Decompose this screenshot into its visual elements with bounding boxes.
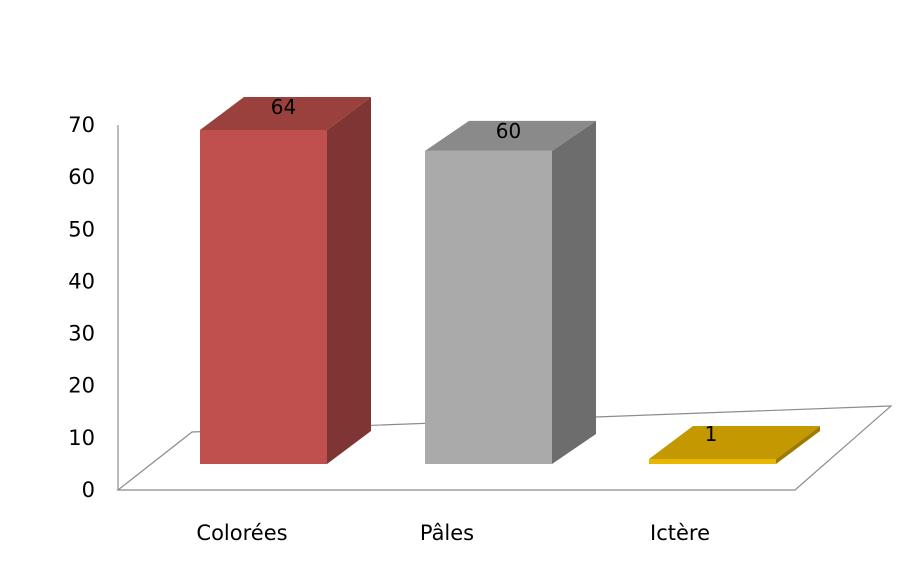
bars [200, 97, 820, 464]
data-label: 60 [496, 119, 521, 143]
floor-plane [116, 405, 893, 491]
bar-front-face [425, 150, 552, 464]
bar-3 [649, 426, 820, 464]
y-tick-label: 40 [68, 269, 95, 293]
y-tick-label: 30 [68, 322, 95, 346]
y-tick-label: 10 [68, 426, 95, 450]
bar-top-face [425, 120, 596, 151]
x-axis-categories: Colorées Pâles Ictère [196, 521, 710, 545]
bar-front-face [200, 130, 327, 464]
bar-side-face [552, 120, 596, 464]
bar-side-face [327, 97, 371, 464]
axes [116, 125, 893, 491]
y-tick-label: 60 [68, 165, 95, 189]
data-label: 64 [271, 95, 296, 119]
y-tick-label: 20 [68, 374, 95, 398]
y-axis-ticks: 0 10 20 30 40 50 60 70 [68, 113, 95, 502]
y-tick-label: 50 [68, 217, 95, 241]
data-label: 1 [705, 422, 718, 446]
y-tick-label: 0 [82, 478, 95, 502]
data-labels: 64 60 1 [271, 95, 718, 446]
x-category-label: Ictère [650, 521, 710, 545]
bar-2 [425, 120, 596, 464]
bar-top-face [200, 97, 371, 130]
bar-top-face [649, 426, 820, 459]
y-tick-label: 70 [68, 113, 95, 137]
bar-front-face [649, 459, 776, 464]
x-category-label: Colorées [196, 521, 287, 545]
x-category-label: Pâles [420, 521, 474, 545]
bar-1 [200, 97, 371, 464]
bar-side-face [776, 426, 820, 464]
